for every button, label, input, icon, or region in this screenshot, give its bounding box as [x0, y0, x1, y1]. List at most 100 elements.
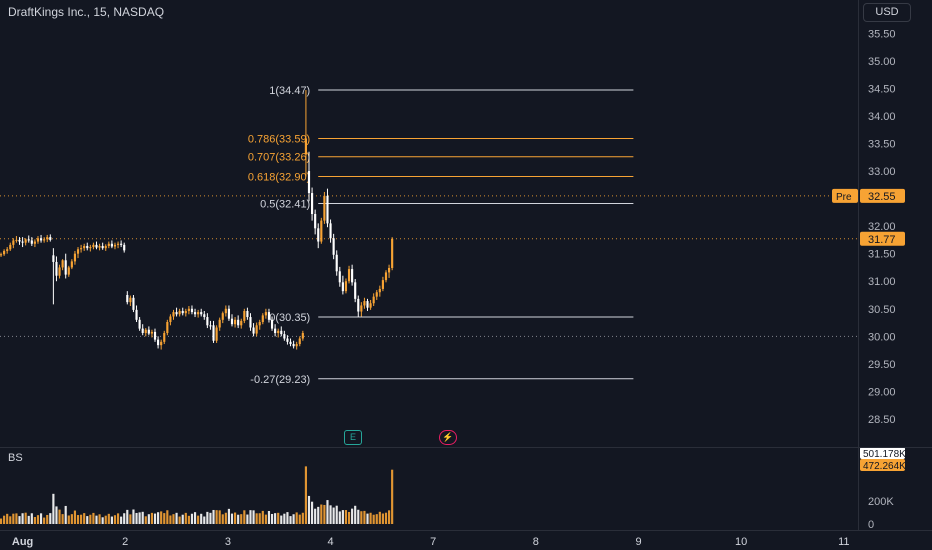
candle-body [33, 241, 36, 244]
candle-body [123, 244, 126, 251]
volume-bar [144, 516, 147, 524]
candle-body [163, 333, 166, 342]
time-tick-label: 10 [735, 536, 747, 548]
candle-body [221, 313, 224, 320]
volume-bar [200, 513, 203, 524]
flash-icon[interactable]: ⚡ [439, 430, 457, 445]
volume-bar [277, 512, 280, 524]
volume-bar [391, 469, 394, 524]
volume-bar [135, 512, 138, 524]
time-tick-label: 8 [533, 536, 539, 548]
candle-body [218, 319, 221, 328]
candle-body [224, 308, 227, 314]
volume-bar [67, 515, 70, 524]
symbol-title[interactable]: DraftKings Inc., 15, NASDAQ [8, 5, 165, 19]
candle-body [384, 272, 388, 281]
price-tick-label: 30.00 [868, 331, 896, 343]
time-tick-label: Aug [12, 536, 33, 548]
candle-body [150, 331, 154, 334]
volume-bar [206, 511, 209, 524]
volume-bar [43, 517, 46, 524]
currency-button[interactable]: USD [863, 3, 911, 22]
time-axis[interactable]: Aug 2 3 4 7 8 9 10 11 [12, 536, 850, 548]
volume-bar [120, 516, 123, 524]
candle-body [378, 288, 381, 293]
price-tick-label: 34.50 [868, 83, 896, 95]
candle-body [234, 319, 237, 325]
volume-bar [58, 509, 61, 524]
fib-level-label: 0.786(33.59) [248, 134, 310, 146]
candle-body [274, 328, 277, 334]
candle-body [190, 308, 194, 313]
candle-body [381, 280, 384, 289]
pane-divider[interactable] [0, 447, 932, 448]
candle-body [58, 267, 61, 276]
candle-body [307, 171, 311, 194]
candle-body [317, 228, 320, 242]
price-tick-label: 33.00 [868, 166, 896, 178]
volume-bar [86, 516, 89, 524]
volume-bar [116, 513, 120, 524]
volume-bar [73, 510, 77, 524]
candle-body [332, 238, 335, 255]
volume-bar [55, 506, 58, 524]
volume-bar [255, 513, 258, 524]
earnings-icon[interactable]: E [344, 430, 362, 445]
candle-body [292, 344, 295, 347]
volume-bar [178, 516, 181, 524]
volume-bar [39, 513, 43, 524]
price-tick-label: 30.50 [868, 304, 896, 316]
volume-bar [24, 512, 27, 524]
volume-bar [181, 514, 184, 524]
volume-bar [123, 513, 126, 524]
candle-body [301, 333, 304, 339]
candle-body [246, 310, 249, 318]
candle-body [329, 223, 332, 239]
candle-body [138, 319, 141, 329]
candle-body [326, 195, 329, 224]
candle-body [89, 247, 92, 249]
volume-bar [338, 511, 341, 524]
volume-bar [190, 513, 194, 524]
fibonacci-retracement[interactable]: 1(34.47) 0.786(33.59) 0.707(33.26) 0.618(32… [248, 85, 634, 386]
candle-body [92, 244, 95, 248]
volume-bar [261, 510, 264, 524]
candle-body [126, 295, 129, 303]
volume-bar [126, 509, 129, 524]
candle-body [12, 240, 15, 245]
volume-bar [335, 505, 338, 524]
candle-body [129, 297, 132, 303]
candle-body [209, 325, 212, 327]
volume-bar [351, 508, 354, 524]
candle-body [64, 260, 67, 275]
candle-body [49, 237, 52, 240]
volume-bar [184, 512, 187, 524]
volume-bar [249, 510, 252, 524]
volume-bar [157, 512, 160, 524]
candle-body [391, 238, 394, 268]
volume-bar [52, 493, 55, 524]
volume-bar [64, 505, 67, 524]
volume-bar [280, 515, 283, 524]
fib-level-label: 0.618(32.90) [248, 172, 310, 184]
candle-body [153, 331, 157, 340]
price-tick-label: 31.00 [868, 276, 896, 288]
indicator-label[interactable]: BS [8, 452, 23, 464]
candle-body [375, 292, 378, 297]
candle-body [252, 327, 255, 334]
volume-value-tag [860, 459, 905, 471]
volume-bar [310, 501, 314, 524]
volume-bar [193, 512, 197, 524]
candle-body [270, 319, 274, 329]
candle-body [277, 330, 280, 334]
price-tick-label: 29.00 [868, 386, 896, 398]
volume-bar [95, 515, 98, 524]
candle-body [255, 325, 258, 334]
volume-bar [147, 514, 150, 524]
candle-body [264, 312, 267, 316]
candle-body [52, 255, 55, 262]
volume-bar [243, 510, 246, 524]
price-axis[interactable]: 35.5035.0034.5034.0033.5033.0032.5032.00… [832, 28, 905, 426]
